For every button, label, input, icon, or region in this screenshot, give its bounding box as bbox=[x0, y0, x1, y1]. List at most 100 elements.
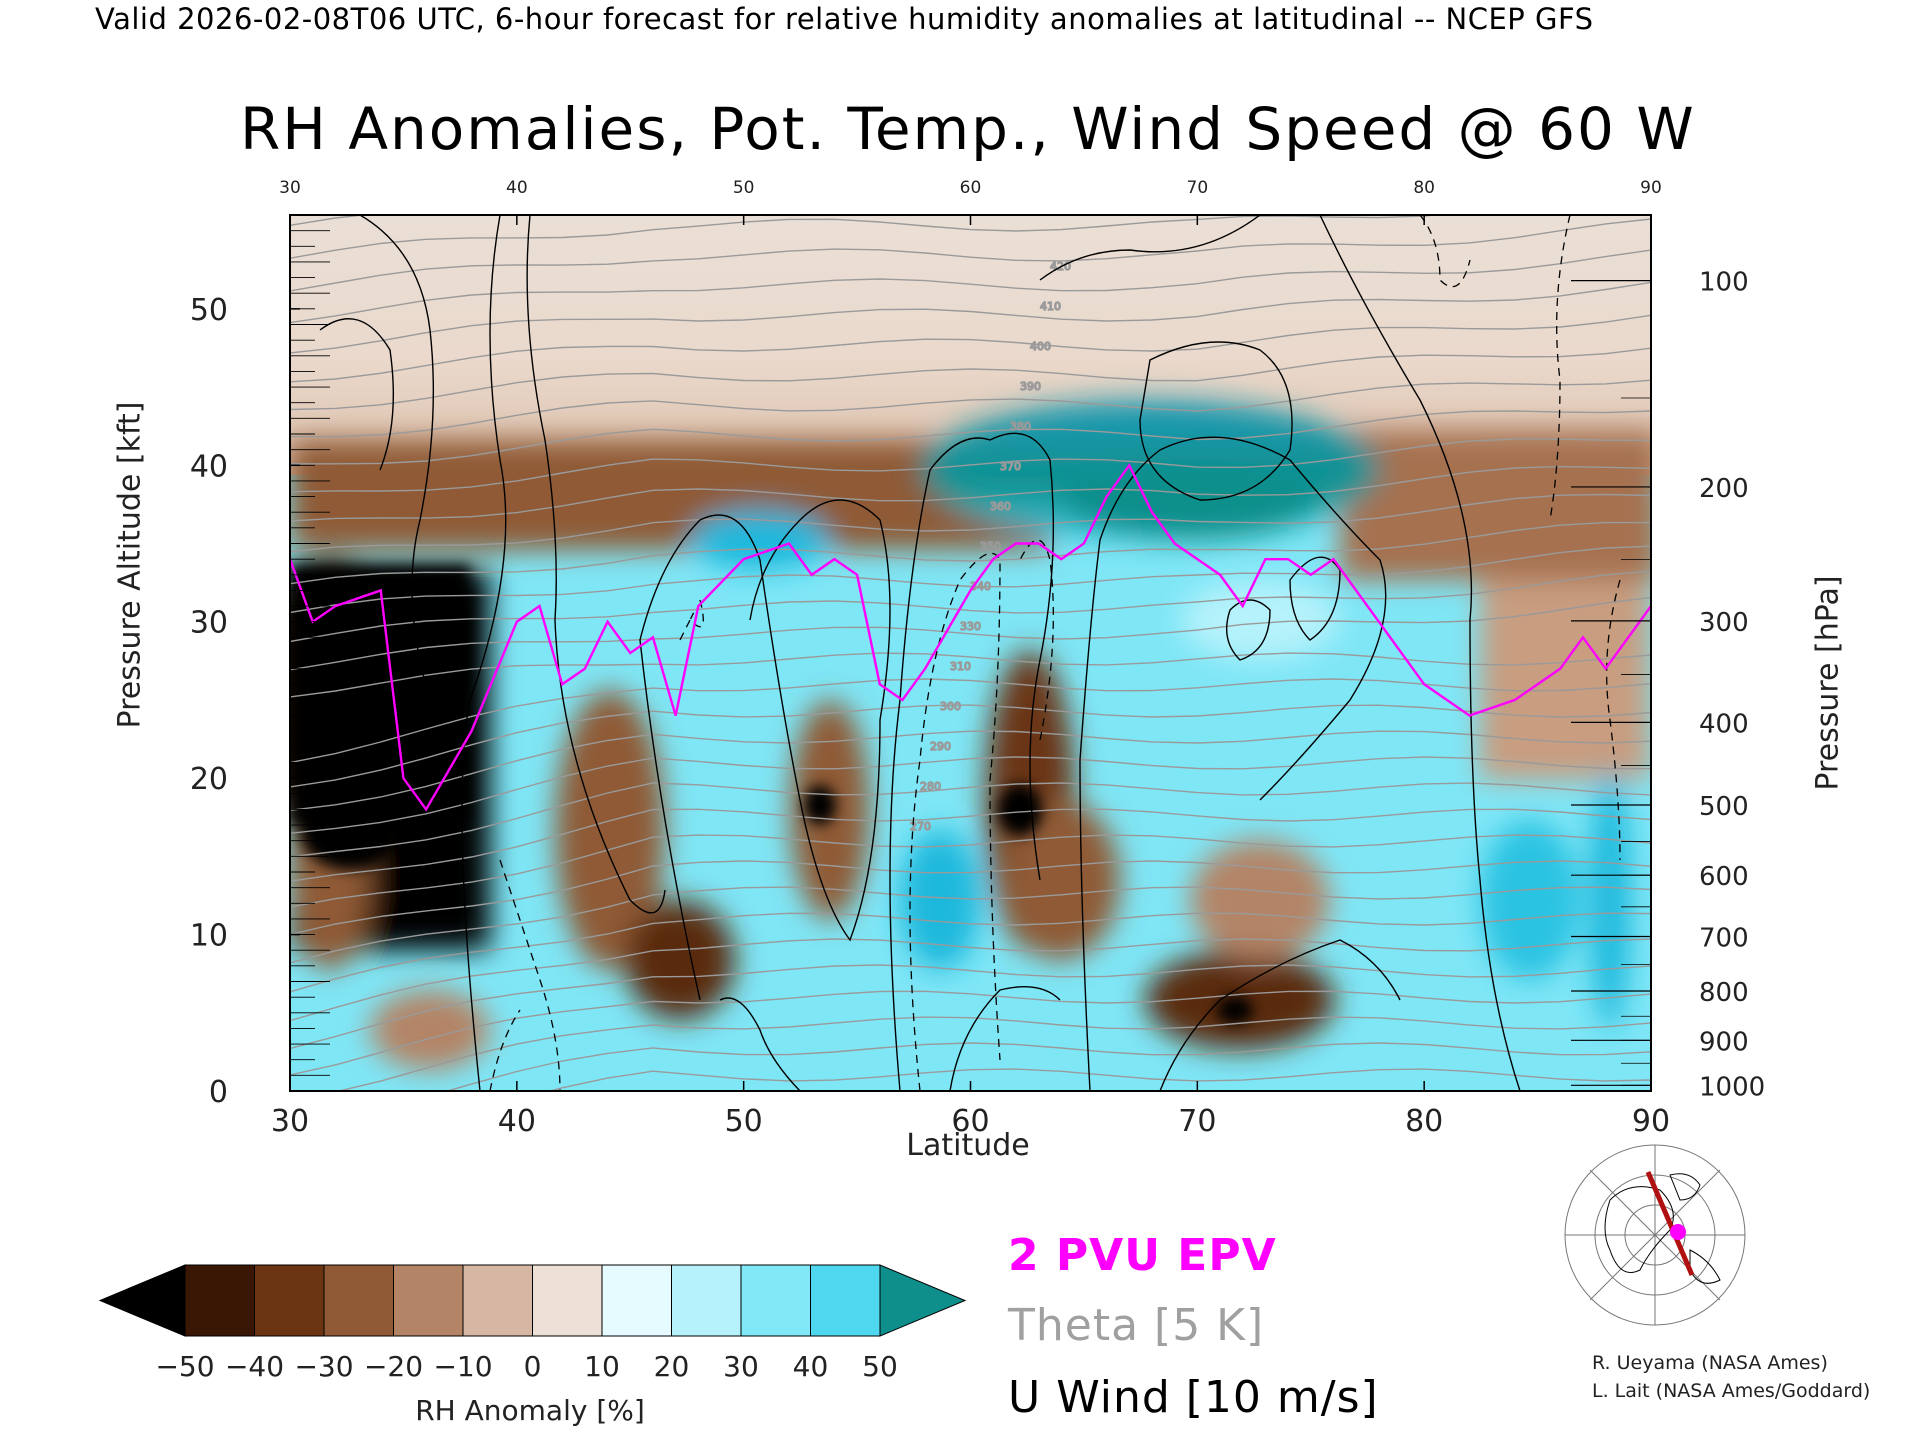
y-right-tick-label: 400 bbox=[1699, 709, 1749, 739]
theta-contour-label: 400 bbox=[1030, 340, 1051, 353]
colorbar-tick-label: −30 bbox=[294, 1350, 353, 1383]
theta-contour bbox=[290, 218, 1651, 292]
x-tick-label: 30 bbox=[271, 1104, 309, 1139]
x-tick-label-top: 80 bbox=[1413, 178, 1435, 198]
y-right-tick-label: 200 bbox=[1699, 474, 1749, 504]
valid-time-header: Valid 2026-02-08T06 UTC, 6-hour forecast… bbox=[95, 2, 1594, 36]
theta-contours: 4204104003903803703603503403303103002902… bbox=[290, 215, 1651, 1091]
x-tick-label-top: 90 bbox=[1640, 178, 1662, 198]
theta-contour bbox=[290, 964, 1651, 1050]
x-tick-label: 80 bbox=[1405, 1104, 1443, 1139]
colorbar-tick-label: −10 bbox=[433, 1350, 492, 1383]
colorbar: −50 −40 −30 −20 −10 0 10 20 30 40 50 bbox=[98, 1264, 967, 1383]
x-tick-label: 60 bbox=[951, 1104, 989, 1139]
theta-contour bbox=[547, 1068, 1651, 1091]
x-tick-label: 50 bbox=[725, 1104, 763, 1139]
y-right-tick-label: 100 bbox=[1699, 268, 1749, 298]
theta-contour bbox=[290, 860, 1651, 936]
theta-contour bbox=[290, 314, 1651, 383]
theta-contour bbox=[290, 938, 1651, 1022]
y-right-tick-label: 300 bbox=[1699, 608, 1749, 638]
colorbar-swatch bbox=[462, 1264, 533, 1337]
theta-contour bbox=[290, 521, 1651, 585]
credit-line-2: L. Lait (NASA Ames/Goddard) bbox=[1592, 1380, 1871, 1402]
theta-contour-label: 380 bbox=[1010, 420, 1031, 433]
theta-contour bbox=[444, 1042, 1651, 1091]
u-wind-negative-contours bbox=[489, 215, 1621, 1091]
theta-contour-label: 300 bbox=[940, 700, 961, 713]
theta-contour bbox=[290, 912, 1651, 993]
x-tick-label-top: 40 bbox=[506, 178, 528, 198]
colorbar-tick-label: 10 bbox=[584, 1350, 620, 1383]
theta-contour bbox=[290, 465, 1651, 522]
colorbar-tick-label: 30 bbox=[723, 1350, 759, 1383]
colorbar-swatch bbox=[671, 1264, 742, 1337]
colorbar-swatch bbox=[740, 1264, 811, 1337]
x-tick-label-top: 60 bbox=[960, 178, 982, 198]
credit-line-1: R. Ueyama (NASA Ames) bbox=[1592, 1352, 1828, 1374]
colorbar-low-arrow bbox=[98, 1264, 186, 1337]
theta-contour bbox=[290, 410, 1651, 465]
theta-contour bbox=[290, 493, 1651, 553]
rh-anomaly-field bbox=[290, 215, 1651, 1091]
colorbar-swatch bbox=[532, 1264, 603, 1337]
x-tick-label: 70 bbox=[1178, 1104, 1216, 1139]
theta-contour bbox=[290, 990, 1651, 1076]
theta-contour-label: 350 bbox=[980, 540, 1001, 553]
x-tick-label-top: 70 bbox=[1187, 178, 1209, 198]
theta-contour bbox=[290, 652, 1651, 698]
y-tick-label: 30 bbox=[190, 606, 228, 641]
theta-contour bbox=[290, 808, 1651, 882]
theta-contour-label: 290 bbox=[930, 740, 951, 753]
legend-uwind: U Wind [10 m/s] bbox=[1008, 1372, 1379, 1423]
colorbar-swatch bbox=[810, 1264, 881, 1337]
x-tick-label: 90 bbox=[1632, 1104, 1670, 1139]
theta-contour-label: 280 bbox=[920, 780, 941, 793]
legend-theta: Theta [5 K] bbox=[1008, 1300, 1265, 1351]
theta-contour bbox=[290, 570, 1651, 643]
y-tick-label: 20 bbox=[190, 762, 228, 797]
y-right-tick-label: 900 bbox=[1699, 1027, 1749, 1057]
colorbar-swatch bbox=[184, 1264, 255, 1337]
y-tick-label: 50 bbox=[190, 293, 228, 328]
y-right-tick-label: 1000 bbox=[1699, 1072, 1765, 1102]
x-tick-label-top: 30 bbox=[279, 178, 301, 198]
colorbar-swatch bbox=[254, 1264, 325, 1337]
y-tick-label: 0 bbox=[209, 1075, 228, 1110]
theta-contour bbox=[290, 379, 1651, 438]
theta-contour-label: 270 bbox=[910, 820, 931, 833]
x-tick-label: 40 bbox=[498, 1104, 536, 1139]
theta-contour bbox=[290, 596, 1651, 671]
colorbar-swatch bbox=[323, 1264, 394, 1337]
y-right-tick-label: 800 bbox=[1699, 978, 1749, 1008]
theta-contour bbox=[290, 756, 1651, 834]
y-right-tick-label: 600 bbox=[1699, 862, 1749, 892]
colorbar-tick-label: −50 bbox=[155, 1350, 214, 1383]
theta-contour bbox=[290, 834, 1651, 908]
chart-title: RH Anomalies, Pot. Temp., Wind Speed @ 6… bbox=[240, 95, 1696, 163]
theta-contour bbox=[290, 281, 1651, 354]
colorbar-tick-label: 20 bbox=[654, 1350, 690, 1383]
y-axis-left: 0 10 20 30 40 50 bbox=[190, 230, 330, 1110]
theta-contour bbox=[290, 886, 1651, 964]
theta-contour-label: 390 bbox=[1020, 380, 1041, 393]
u-wind-contours bbox=[319, 215, 1521, 1091]
y-right-tick-label: 500 bbox=[1699, 792, 1749, 822]
epv-2pvu-line bbox=[290, 462, 1651, 812]
y-axis-right: 100 200 300 400 500 600 700 800 900 1000 bbox=[1571, 268, 1765, 1102]
colorbar-tick-label: 50 bbox=[862, 1350, 898, 1383]
theta-contour-label: 310 bbox=[950, 660, 971, 673]
colorbar-title: RH Anomaly [%] bbox=[415, 1394, 645, 1427]
theta-contour-label: 360 bbox=[990, 500, 1011, 513]
x-axis: 30 40 50 60 70 80 90 30 40 50 60 70 80 90 bbox=[271, 178, 1670, 1139]
theta-contour bbox=[290, 730, 1651, 811]
theta-contour bbox=[290, 704, 1651, 788]
theta-contour-label: 370 bbox=[1000, 460, 1021, 473]
x-tick-label-top: 50 bbox=[733, 178, 755, 198]
theta-contour-label: 410 bbox=[1040, 300, 1061, 313]
theta-contour bbox=[290, 438, 1651, 493]
y-tick-label: 40 bbox=[190, 449, 228, 484]
theta-contour bbox=[290, 347, 1651, 411]
colorbar-swatch bbox=[393, 1264, 464, 1337]
